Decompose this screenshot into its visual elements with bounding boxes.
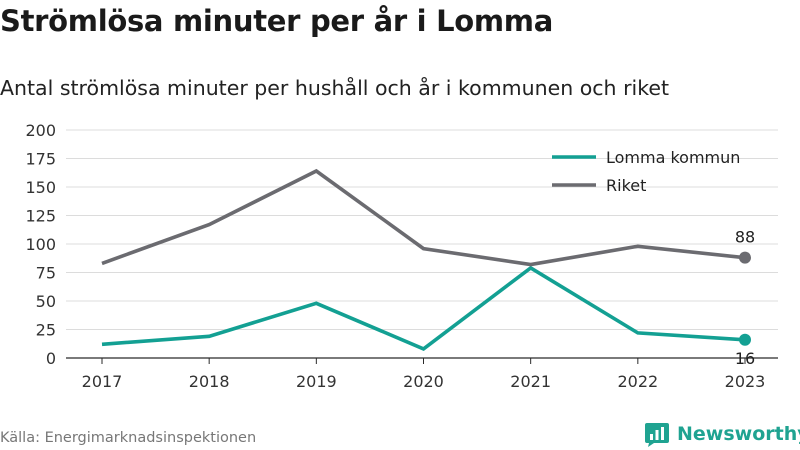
- source-note: Källa: Energimarknadsinspektionen: [0, 430, 257, 446]
- y-axis-ticks: 0 25 50 75 100 125 150 175 200: [25, 121, 56, 368]
- y-tick-label: 150: [25, 178, 56, 197]
- newsworthy-logo-icon: [645, 423, 669, 447]
- data-point-end: [739, 251, 751, 264]
- x-tick-label: 2022: [617, 372, 658, 391]
- data-label: 16: [735, 349, 755, 368]
- data-label: 88: [735, 228, 755, 247]
- data-point-end: [739, 333, 751, 346]
- y-tick-label: 75: [36, 264, 56, 283]
- y-tick-label: 50: [36, 292, 56, 311]
- y-tick-label: 100: [25, 235, 56, 254]
- x-tick-label: 2021: [510, 372, 551, 391]
- x-tick-label: 2020: [403, 372, 444, 391]
- x-tick-label: 2017: [82, 372, 123, 391]
- grid-lines: [66, 129, 778, 359]
- y-tick-label: 0: [46, 349, 56, 368]
- legend-label: Lomma kommun: [606, 148, 740, 167]
- legend: Lomma kommun Riket: [552, 148, 740, 195]
- series-line: [101, 265, 746, 351]
- y-tick-label: 125: [25, 207, 56, 226]
- brand-name: Newsworthy: [677, 423, 800, 445]
- x-tick-label: 2018: [189, 372, 230, 391]
- legend-label: Riket: [606, 176, 646, 195]
- chart-subtitle: Antal strömlösa minuter per hushåll och …: [0, 76, 669, 100]
- y-tick-label: 25: [36, 321, 56, 340]
- y-tick-label: 200: [25, 121, 56, 140]
- x-tick-label: 2019: [296, 372, 337, 391]
- chart-title: Strömlösa minuter per år i Lomma: [0, 4, 553, 38]
- x-tick-label: 2023: [725, 372, 766, 391]
- y-tick-label: 175: [25, 150, 56, 169]
- series-line: [101, 168, 746, 267]
- x-axis-ticks: 2017 2018 2019 2020 2021 2022 2023: [82, 358, 766, 391]
- brand-logo: Newsworthy: [644, 420, 800, 448]
